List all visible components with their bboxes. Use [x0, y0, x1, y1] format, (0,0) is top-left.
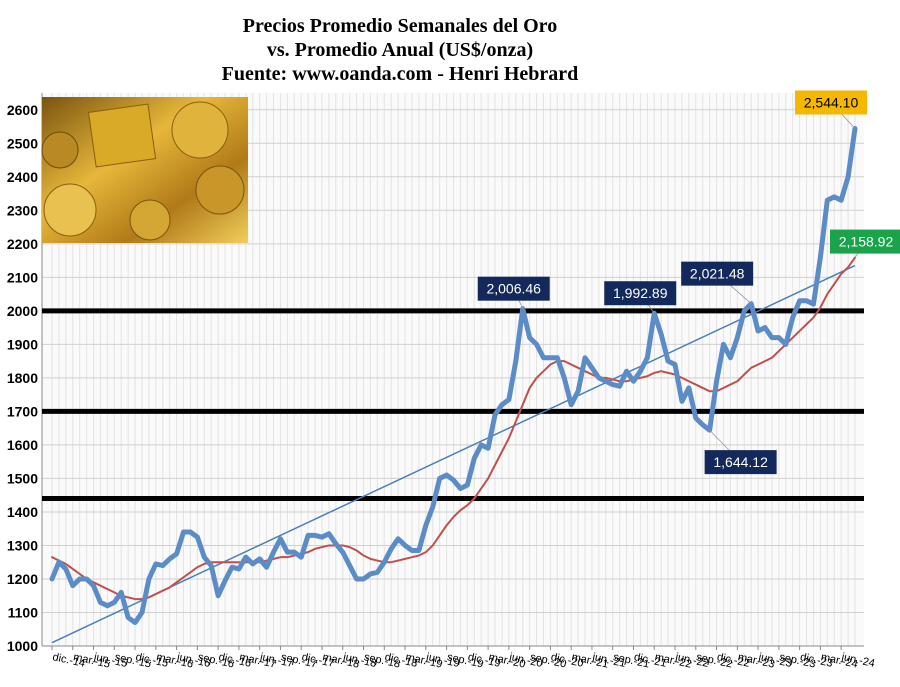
- series-line: [49, 125, 858, 626]
- y-tick-label: 2500: [7, 135, 38, 151]
- annotation-box: [704, 450, 777, 475]
- y-tick-label: 1500: [7, 470, 38, 486]
- y-tick-label: 1800: [7, 370, 38, 386]
- chart-title: vs. Promedio Anual (US$/onza): [267, 39, 533, 61]
- annotation-label: 2,544.10: [804, 94, 859, 110]
- y-tick-label: 2300: [7, 202, 38, 218]
- annotation-box: [795, 90, 867, 115]
- y-tick-label: 1900: [7, 336, 38, 352]
- y-tick-label: 1600: [7, 437, 38, 453]
- annotation-label: 2,021.48: [690, 266, 745, 282]
- y-tick-label: 2600: [7, 102, 38, 118]
- chart-title: Precios Promedio Semanales del Oro: [243, 15, 557, 37]
- y-tick-label: 2200: [7, 236, 38, 252]
- annotation-box: [681, 261, 754, 286]
- y-tick-label: 1300: [7, 537, 38, 553]
- annotation-box: [477, 276, 550, 301]
- y-tick-label: 2100: [7, 269, 38, 285]
- series-line: [51, 256, 856, 601]
- annotation-box: [830, 229, 900, 254]
- y-tick-label: 1100: [8, 604, 39, 620]
- y-tick-label: 1400: [7, 504, 38, 520]
- y-tick-label: 2400: [7, 169, 38, 185]
- annotation-label: 1,644.12: [713, 454, 768, 470]
- photo: [41, 97, 248, 243]
- y-tick-label: 2000: [7, 303, 38, 319]
- trend-line: [51, 264, 856, 644]
- y-tick-label: 1200: [7, 571, 38, 587]
- annotation-label: 2,006.46: [486, 281, 541, 297]
- y-tick-label: 1000: [7, 638, 38, 654]
- annotation-box: [604, 281, 677, 306]
- annotation-label: 1,992.89: [613, 285, 668, 301]
- y-tick-label: 1700: [7, 403, 38, 419]
- chart-title: Fuente: www.oanda.com - Henri Hebrard: [222, 63, 579, 85]
- annotation-label: 2,158.92: [839, 234, 894, 250]
